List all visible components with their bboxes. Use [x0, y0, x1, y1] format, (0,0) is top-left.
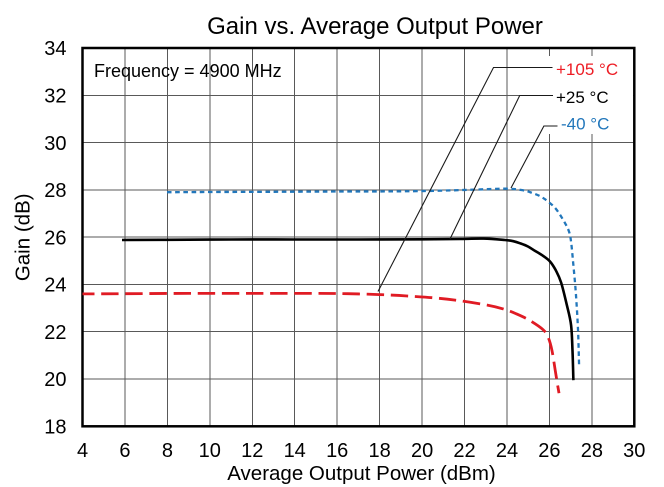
- svg-text:26: 26: [538, 440, 560, 462]
- svg-text:20: 20: [44, 369, 66, 391]
- svg-text:32: 32: [44, 86, 66, 108]
- svg-text:30: 30: [623, 440, 645, 462]
- svg-text:30: 30: [44, 133, 66, 155]
- svg-text:22: 22: [44, 322, 66, 344]
- svg-text:18: 18: [44, 417, 66, 439]
- svg-text:14: 14: [284, 440, 306, 462]
- svg-text:16: 16: [326, 440, 348, 462]
- svg-text:24: 24: [44, 275, 66, 297]
- svg-text:26: 26: [44, 227, 66, 249]
- svg-text:24: 24: [496, 440, 518, 462]
- svg-text:18: 18: [368, 440, 390, 462]
- svg-text:34: 34: [44, 38, 66, 60]
- svg-text:-40 °C: -40 °C: [561, 115, 609, 134]
- svg-text:12: 12: [241, 440, 263, 462]
- svg-text:Average Output Power (dBm): Average Output Power (dBm): [227, 462, 496, 485]
- svg-text:+105 °C: +105 °C: [556, 60, 618, 79]
- svg-text:Gain vs. Average Output Power: Gain vs. Average Output Power: [207, 13, 543, 40]
- svg-text:8: 8: [162, 440, 173, 462]
- svg-text:4: 4: [77, 440, 88, 462]
- svg-text:Frequency = 4900 MHz: Frequency = 4900 MHz: [94, 61, 282, 81]
- svg-text:20: 20: [411, 440, 433, 462]
- svg-text:28: 28: [44, 180, 66, 202]
- svg-text:28: 28: [581, 440, 603, 462]
- svg-text:Gain (dB): Gain (dB): [11, 193, 34, 281]
- svg-text:10: 10: [199, 440, 221, 462]
- svg-text:22: 22: [453, 440, 475, 462]
- svg-text:6: 6: [119, 440, 130, 462]
- svg-text:+25 °C: +25 °C: [556, 88, 609, 107]
